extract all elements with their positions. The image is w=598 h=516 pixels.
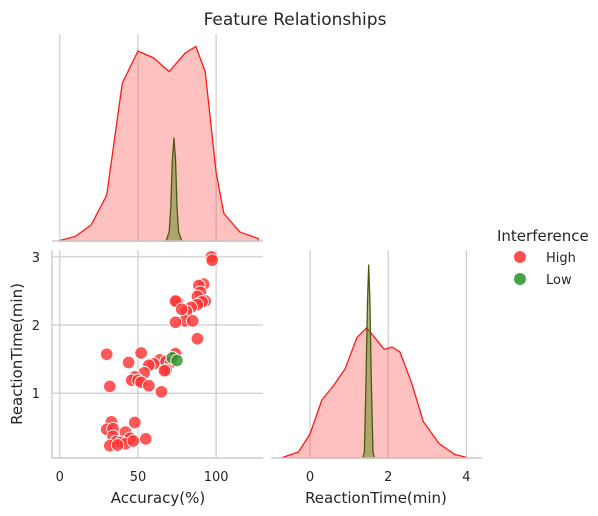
legend-marker-low (514, 273, 526, 285)
scatter-point-low (170, 353, 184, 368)
reaction-kde-x-tick-label: 0 (306, 470, 314, 485)
reaction-kde-high (282, 327, 468, 459)
legend-label-low: Low (546, 273, 572, 288)
scatter-point-high (168, 315, 183, 330)
accuracy-kde-high (59, 45, 259, 242)
scatter-point-high (142, 378, 156, 393)
scatter-point-high (110, 438, 125, 452)
scatter-point-high (185, 314, 200, 328)
reaction-kde-x-label: ReactionTime(min) (305, 489, 447, 507)
scatter-y-tick-label: 2 (32, 319, 40, 334)
scatter-point-high (157, 363, 172, 378)
scatter-point-high (174, 302, 189, 317)
scatter-point-high (99, 347, 114, 362)
scatter-point-high (121, 355, 136, 370)
scatter-x-tick-label: 50 (130, 470, 147, 485)
scatter-point-high (154, 385, 169, 399)
scatter-point-high (128, 415, 142, 430)
scatter-x-tick-label: 0 (56, 470, 64, 485)
legend-title: Interference (497, 227, 589, 245)
scatter-point-high (205, 253, 219, 267)
scatter-panel: 0 50 100 1 2 3 Accuracy(%) ReactionTime(min) (8, 250, 263, 507)
scatter-point-high (190, 331, 205, 346)
scatter-point-high (126, 434, 141, 448)
scatter-x-label: Accuracy(%) (111, 489, 205, 507)
scatter-y-tick-label: 1 (32, 387, 40, 402)
scatter-x-tick-label: 100 (204, 470, 229, 485)
reaction-kde-x-tick-label: 2 (384, 470, 392, 485)
scatter-point-high (139, 432, 153, 446)
accuracy-kde-panel (52, 34, 263, 242)
legend: Interference High Low (497, 227, 589, 288)
scatter-y-tick-label: 3 (32, 251, 40, 266)
scatter-point-high (103, 379, 117, 394)
reaction-kde-panel: 0 2 4 ReactionTime(min) (271, 250, 482, 507)
scatter-y-label: ReactionTime(min) (8, 283, 26, 425)
chart-title: Feature Relationships (204, 10, 387, 30)
legend-label-high: High (546, 251, 576, 266)
legend-marker-high (514, 251, 526, 263)
reaction-kde-x-tick-label: 4 (462, 470, 470, 485)
scatter-point-high (134, 346, 148, 360)
